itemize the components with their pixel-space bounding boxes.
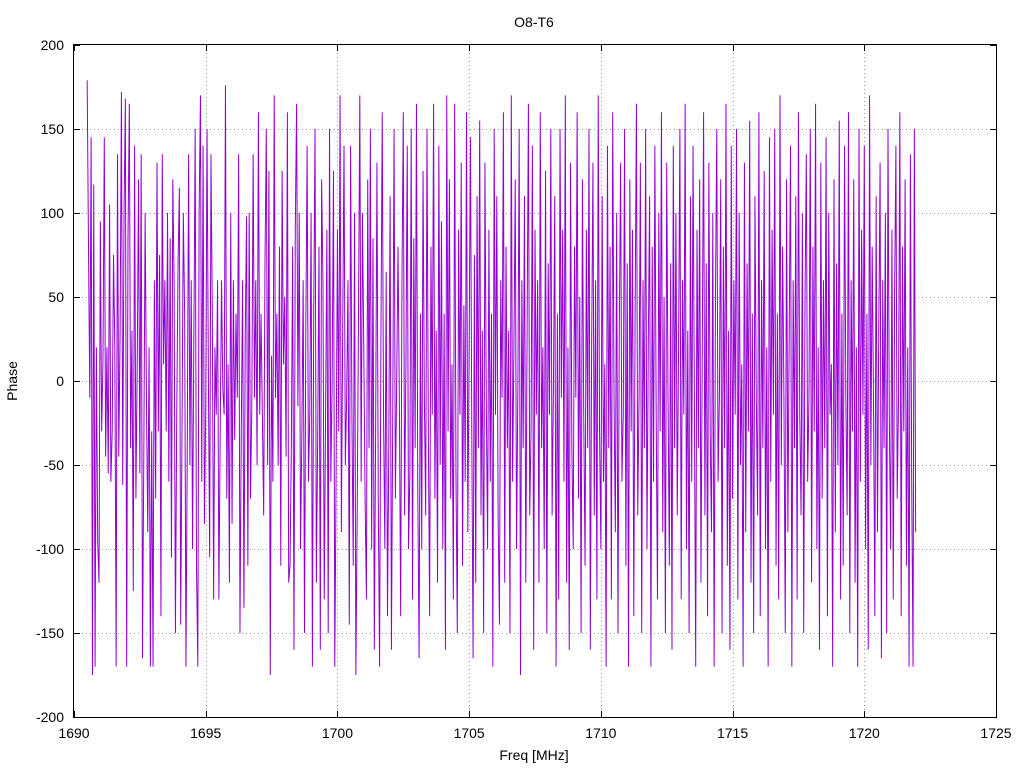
chart-title: O8-T6 — [514, 14, 554, 30]
x-tick-label: 1710 — [585, 725, 616, 741]
x-tick-label: 1720 — [849, 725, 880, 741]
y-tick-label: 150 — [41, 121, 65, 137]
x-tick-label: 1725 — [980, 725, 1011, 741]
y-tick-label: -100 — [36, 541, 64, 557]
y-tick-label: 50 — [48, 289, 64, 305]
y-tick-label: -50 — [44, 457, 64, 473]
y-tick-label: -150 — [36, 625, 64, 641]
x-tick-label: 1690 — [58, 725, 89, 741]
y-tick-label: 100 — [41, 205, 65, 221]
x-tick-label: 1705 — [454, 725, 485, 741]
y-axis-label: Phase — [4, 361, 20, 401]
y-tick-label: 200 — [41, 37, 65, 53]
plot-frame — [73, 44, 997, 718]
y-tick-label: 0 — [56, 373, 64, 389]
y-tick-labels: -200 -150 -100 -50 0 50 100 150 200 — [36, 37, 64, 725]
series-layer — [86, 80, 917, 676]
x-tick-labels: 1690 1695 1700 1705 1710 1715 1720 1725 — [58, 725, 1011, 741]
axis-ticks — [74, 45, 997, 718]
x-axis-label: Freq [MHz] — [499, 747, 568, 763]
phase-series-line — [86, 80, 917, 676]
x-tick-label: 1715 — [717, 725, 748, 741]
x-tick-label: 1695 — [190, 725, 221, 741]
y-tick-label: -200 — [36, 709, 64, 725]
x-tick-label: 1700 — [322, 725, 353, 741]
